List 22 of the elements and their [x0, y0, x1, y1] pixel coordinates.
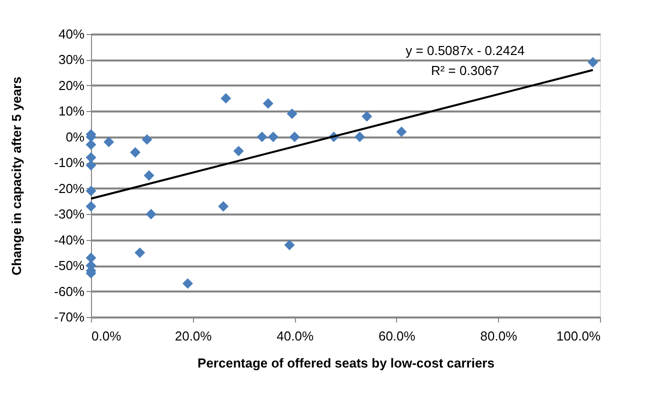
x-tick-label: 20.0% [174, 328, 212, 344]
y-tick-label: 40% [58, 26, 85, 42]
x-tick-label: 0.0% [92, 328, 122, 344]
annotation: y = 0.5087x - 0.2424 [406, 43, 525, 58]
y-tick-label: -50% [54, 258, 85, 274]
y-tick-label: -70% [54, 310, 85, 324]
y-tick-label: 30% [58, 52, 85, 68]
y-axis-title: Change in capacity after 5 years [9, 76, 24, 276]
y-tick-label: -60% [54, 284, 85, 299]
y-tick-label: 20% [58, 78, 85, 93]
y-tick-label: -20% [54, 180, 85, 196]
y-tick-label: -10% [54, 155, 85, 170]
annotation: R² = 0.3067 [430, 63, 500, 78]
x-tick-label: 80.0% [480, 328, 518, 344]
x-axis-title: Percentage of offered seats by low-cost carriers [198, 356, 494, 370]
x-tick-label: 60.0% [378, 328, 416, 344]
y-tick-label: 0% [66, 129, 85, 144]
x-tick-label: 100.0% [556, 328, 601, 344]
y-tick-label: 10% [58, 104, 85, 119]
y-tick-label: -30% [54, 206, 85, 222]
y-tick-label: -40% [54, 232, 85, 248]
x-tick-label: 40.0% [276, 328, 314, 344]
